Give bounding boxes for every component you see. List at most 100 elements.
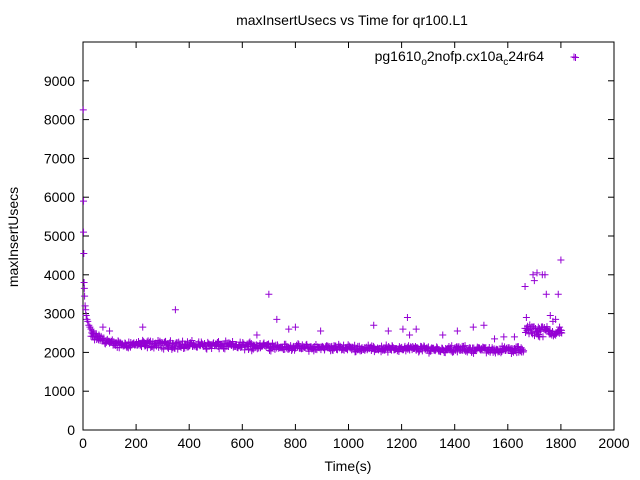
data-point (384, 327, 392, 335)
data-point (520, 347, 528, 355)
data-point (108, 336, 116, 344)
data-point (459, 342, 467, 350)
x-tick-label: 800 (284, 435, 308, 451)
data-point (572, 54, 580, 62)
data-point (82, 312, 90, 320)
data-point (500, 333, 508, 341)
data-point (529, 271, 537, 279)
x-tick-label: 1400 (439, 435, 470, 451)
data-point (556, 323, 564, 331)
data-point (271, 345, 279, 353)
y-tick-label: 5000 (44, 228, 75, 244)
data-point (208, 345, 216, 353)
data-point (510, 333, 518, 341)
legend-label-tail: 24r64 (508, 48, 544, 64)
x-tick-label: 1200 (386, 435, 417, 451)
x-axis-label: Time(s) (325, 458, 372, 474)
data-point (81, 302, 89, 310)
y-tick-label: 8000 (44, 112, 75, 128)
data-point (180, 344, 188, 352)
y-axis-label: maxInsertUsecs (5, 187, 21, 287)
data-point (439, 331, 447, 339)
data-point (291, 323, 299, 331)
data-point (285, 325, 293, 333)
x-tick-label: 400 (178, 435, 202, 451)
legend-label-base: pg1610 (375, 48, 422, 64)
data-point (160, 345, 168, 353)
data-point (84, 317, 92, 325)
data-point (79, 106, 87, 114)
data-point (543, 323, 551, 331)
data-point (557, 256, 565, 264)
y-tick-label: 0 (67, 422, 75, 438)
data-point (80, 284, 88, 292)
data-point (273, 315, 281, 323)
data-point (80, 249, 88, 257)
legend-label-mid: 2nofp.cx10a (427, 48, 503, 64)
x-tick-label: 2000 (598, 435, 629, 451)
data-point (294, 340, 302, 348)
data-point (82, 306, 90, 314)
plot-area-border (82, 41, 615, 431)
legend-label-sub2: c (503, 57, 508, 68)
data-point (521, 282, 529, 290)
legend: pg1610o2nofp.cx10ac24r64 (375, 48, 578, 68)
data-point (81, 292, 89, 300)
data-point (179, 337, 187, 345)
x-tick-label: 0 (79, 435, 87, 451)
y-tick-label: 1000 (44, 383, 75, 399)
data-point (253, 331, 261, 339)
data-point (522, 313, 530, 321)
data-point (83, 315, 91, 323)
data-point (155, 343, 163, 351)
legend-label: pg1610o2nofp.cx10ac24r64 (375, 48, 545, 68)
data-point (415, 348, 423, 356)
data-point (265, 290, 273, 298)
data-point (412, 325, 420, 333)
data-point (406, 331, 414, 339)
y-axis: 0 1000 2000 3000 4000 5000 6000 7000 8000 9000 (44, 73, 614, 438)
data-point (158, 344, 166, 352)
data-point (546, 312, 554, 320)
data-point (95, 331, 103, 339)
data-point (453, 327, 461, 335)
data-point (469, 323, 477, 331)
data-point (80, 197, 88, 205)
data-point (461, 342, 469, 350)
y-tick-label: 2000 (44, 344, 75, 360)
data-point (370, 321, 378, 329)
y-tick-label: 7000 (44, 150, 75, 166)
data-point (171, 306, 179, 314)
data-point (203, 345, 211, 353)
data-point (80, 228, 88, 236)
data-point (545, 327, 553, 335)
data-point (554, 290, 562, 298)
data-point (106, 327, 114, 335)
data-point (542, 290, 550, 298)
x-tick-label: 200 (124, 435, 148, 451)
y-tick-label: 6000 (44, 189, 75, 205)
data-point (399, 325, 407, 333)
data-point (267, 347, 275, 355)
chart-title: maxInsertUsecs vs Time for qr100.L1 (236, 12, 468, 28)
legend-marker-symbol (570, 53, 578, 61)
data-point (480, 321, 488, 329)
data-points (79, 54, 580, 357)
legend-label-sub1: o (421, 57, 427, 68)
data-point (317, 327, 325, 335)
x-tick-label: 1000 (333, 435, 364, 451)
x-tick-label: 600 (231, 435, 255, 451)
x-tick-label: 1600 (492, 435, 523, 451)
data-point (534, 323, 542, 331)
data-point (265, 340, 273, 348)
y-tick-label: 9000 (44, 73, 75, 89)
data-point (121, 339, 129, 347)
x-axis: 0 200 400 600 800 1000 1200 1400 1600 1800 2000 (79, 42, 630, 451)
data-point (558, 329, 566, 337)
y-tick-label: 4000 (44, 267, 75, 283)
data-point (533, 269, 541, 277)
y-tick-label: 3000 (44, 306, 75, 322)
data-point (145, 338, 153, 346)
data-point (536, 333, 544, 341)
data-point (491, 335, 499, 343)
